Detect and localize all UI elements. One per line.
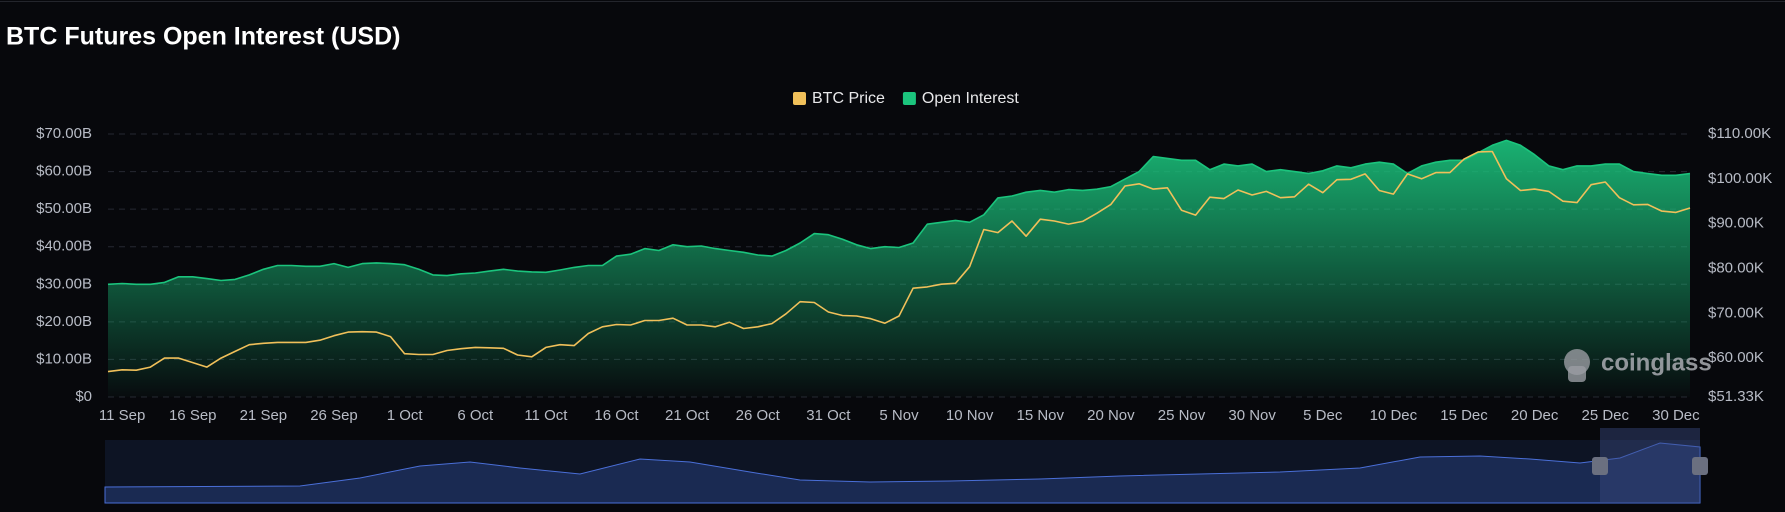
zoom-handle-right[interactable] — [1692, 457, 1708, 475]
zoom-handle-left[interactable] — [1592, 457, 1608, 475]
x-tick-label: 26 Oct — [736, 407, 781, 424]
x-tick-label: 1 Oct — [387, 407, 424, 424]
y-tick-label: $50.00B — [36, 200, 92, 217]
x-tick-label: 30 Dec — [1652, 407, 1700, 424]
x-tick-label: 11 Sep — [99, 407, 145, 424]
x-tick-label: 15 Nov — [1016, 407, 1064, 424]
watermark-icon-body — [1568, 366, 1586, 382]
zoom-preview — [104, 442, 1701, 504]
x-tick-label: 16 Oct — [594, 407, 639, 424]
x-tick-label: 30 Nov — [1228, 407, 1276, 424]
zoom-window[interactable] — [1600, 428, 1700, 503]
watermark: coinglass — [1601, 349, 1712, 376]
y2-tick-label: $100.00K — [1708, 170, 1772, 187]
x-tick-label: 16 Sep — [169, 407, 217, 424]
x-tick-label: 20 Nov — [1087, 407, 1135, 424]
y2-tick-label: $60.00K — [1708, 349, 1764, 366]
line — [107, 150, 1691, 373]
data-zoom[interactable] — [104, 428, 1708, 504]
x-tick-label: 25 Nov — [1158, 407, 1206, 424]
area — [108, 140, 1690, 397]
y2-tick-label: $51.33K — [1708, 388, 1764, 405]
legend-label: Open Interest — [922, 90, 1020, 107]
y-tick-label: $40.00B — [36, 238, 92, 255]
y-tick-label: $70.00B — [36, 125, 92, 142]
x-tick-label: 31 Oct — [806, 407, 851, 424]
y-tick-label: $60.00B — [36, 163, 92, 180]
x-tick-label: 5 Nov — [879, 407, 919, 424]
y2-tick-label: $80.00K — [1708, 259, 1764, 276]
x-tick-label: 21 Sep — [240, 407, 288, 424]
y2-tick-label: $70.00K — [1708, 304, 1764, 321]
legend-label: BTC Price — [812, 90, 885, 107]
x-tick-label: 21 Oct — [665, 407, 710, 424]
x-tick-label: 10 Dec — [1370, 407, 1418, 424]
legend-swatch — [902, 92, 916, 105]
x-tick-label: 20 Dec — [1511, 407, 1559, 424]
chart-title: BTC Futures Open Interest (USD) — [6, 23, 400, 51]
y-tick-label: $30.00B — [36, 275, 92, 292]
x-tick-label: 11 Oct — [524, 407, 568, 424]
x-tick-label: 15 Dec — [1440, 407, 1488, 424]
y2-tick-label: $110.00K — [1708, 125, 1771, 142]
x-tick-label: 26 Sep — [310, 407, 358, 424]
y-tick-label: $0 — [75, 388, 92, 405]
x-tick-label: 5 Dec — [1303, 407, 1343, 424]
y-tick-label: $20.00B — [36, 313, 92, 330]
y2-tick-label: $90.00K — [1708, 215, 1764, 232]
x-tick-label: 10 Nov — [946, 407, 994, 424]
y-tick-label: $10.00B — [36, 350, 92, 367]
legend-swatch — [793, 92, 806, 105]
x-tick-label: 6 Oct — [457, 407, 494, 424]
x-tick-label: 25 Dec — [1581, 407, 1629, 424]
line — [107, 139, 1691, 286]
